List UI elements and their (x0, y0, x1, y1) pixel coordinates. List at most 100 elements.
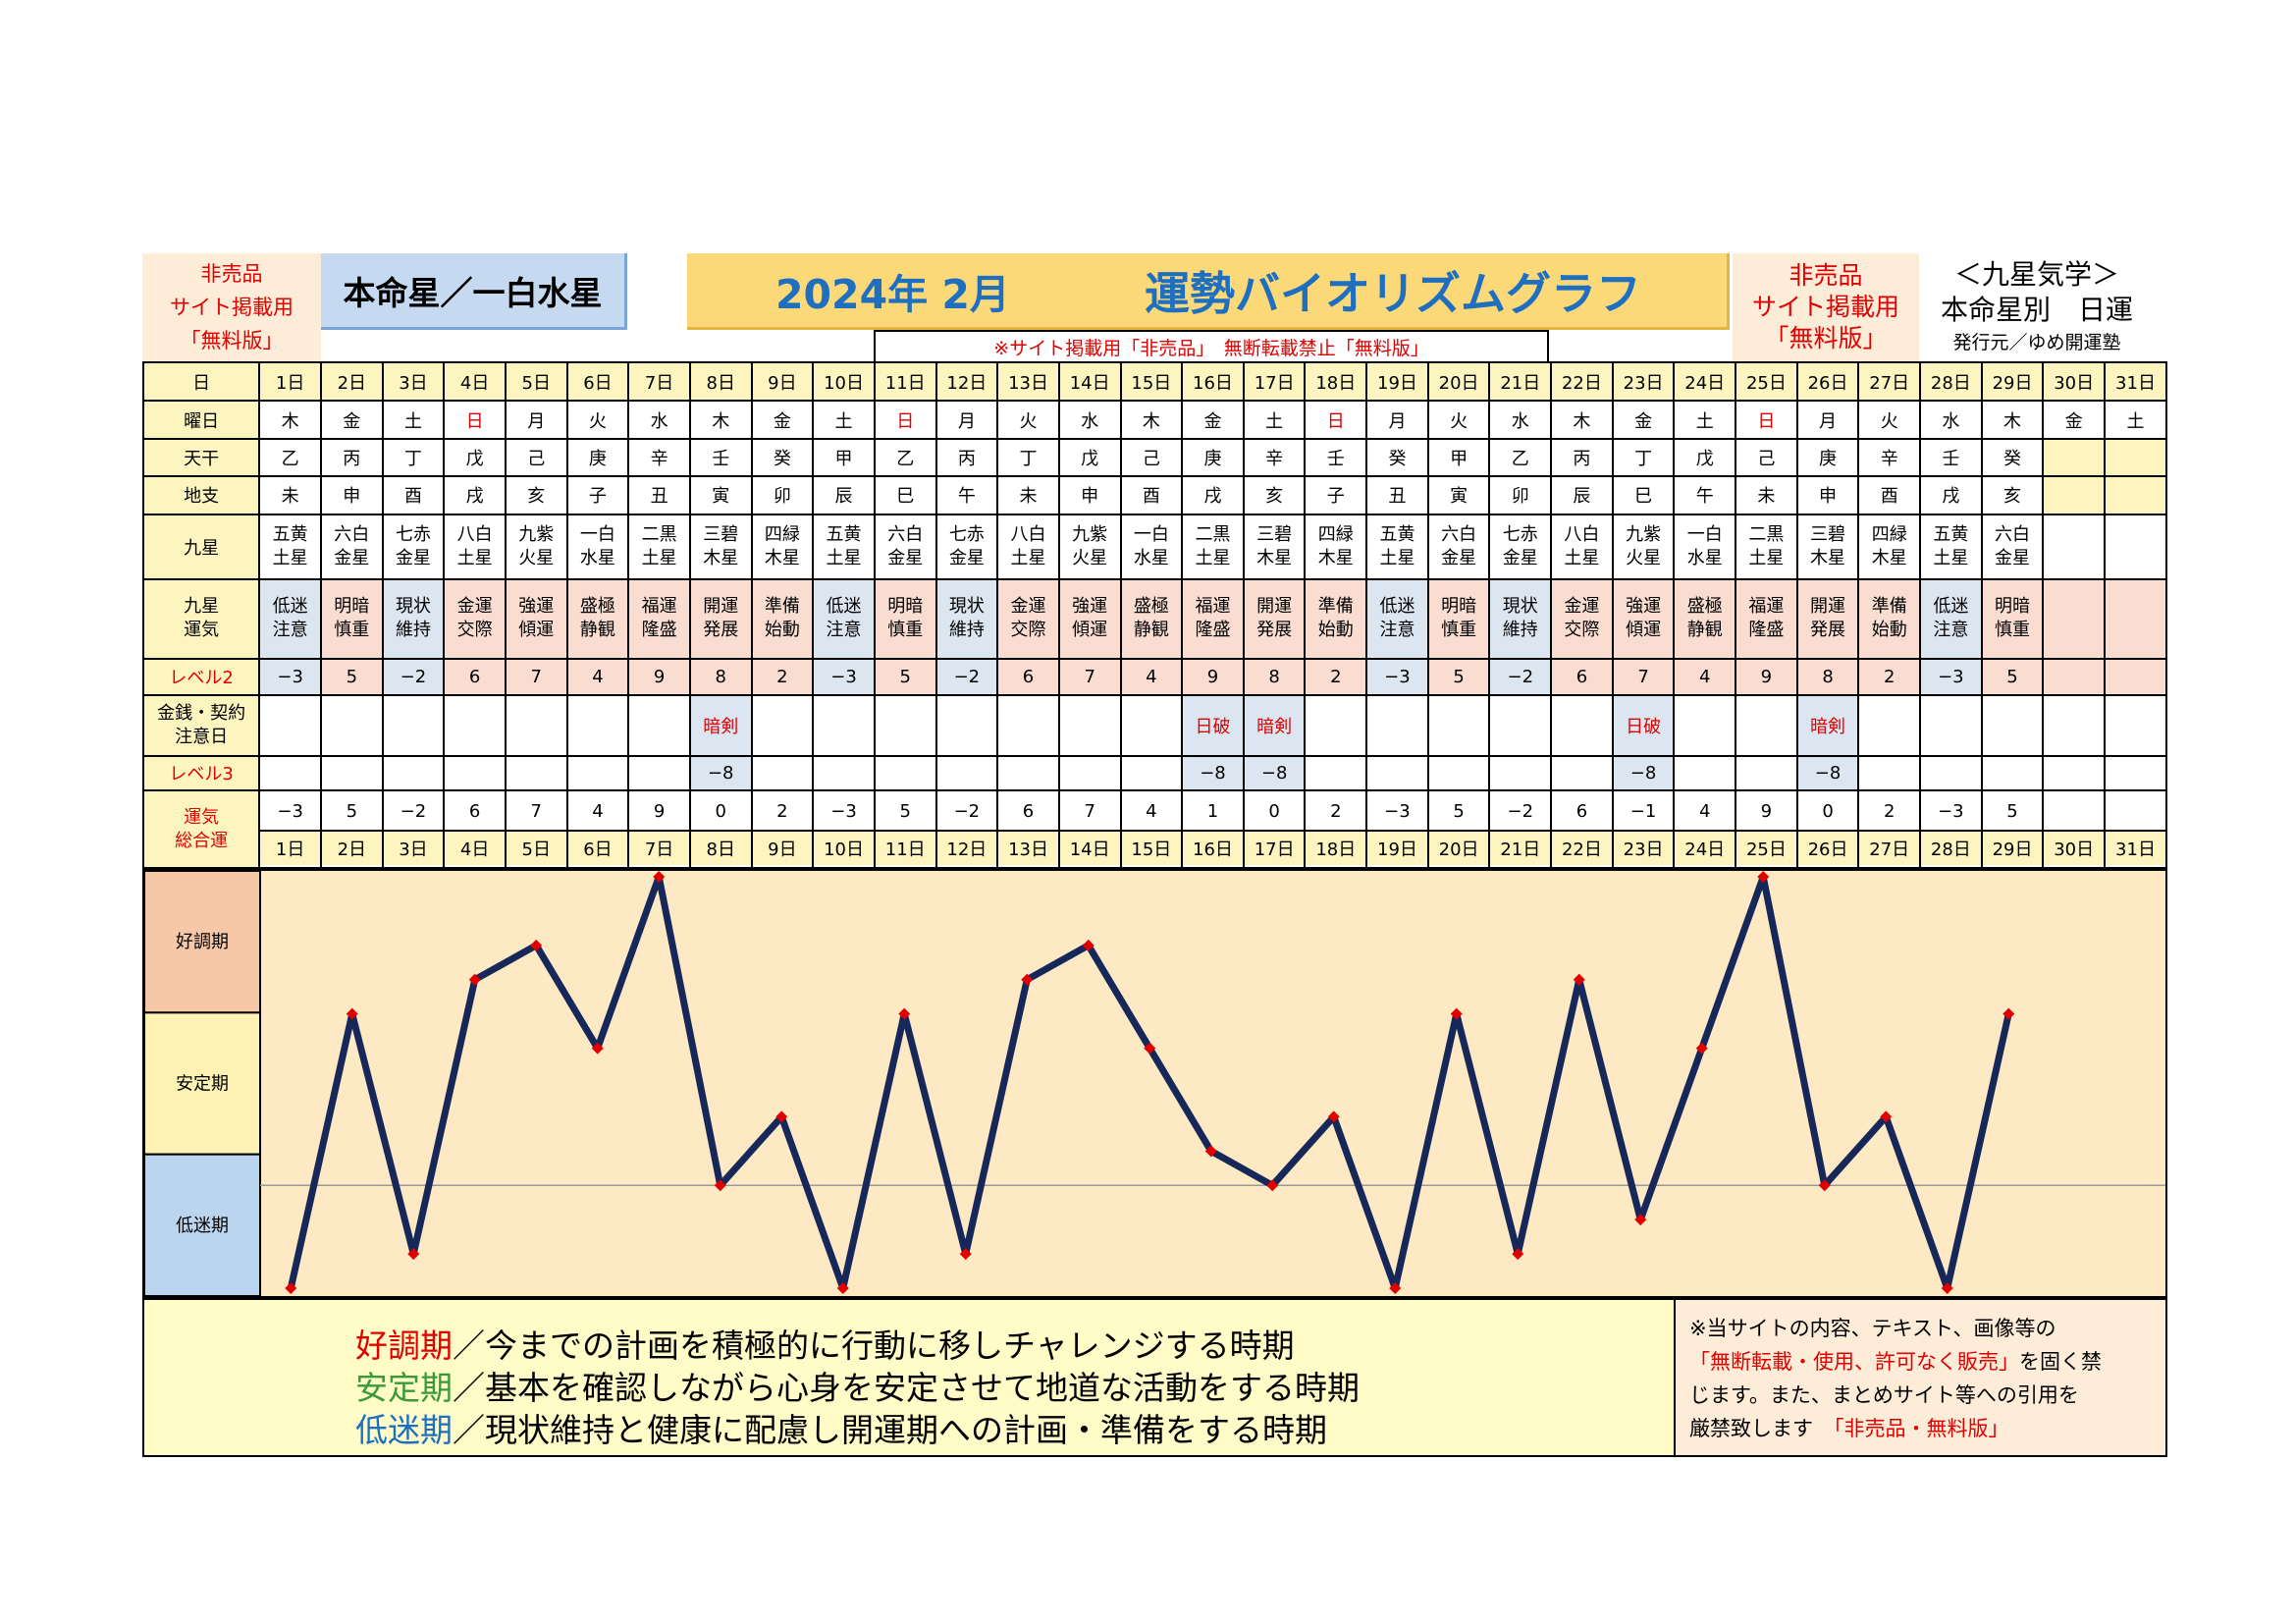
kyusei-cell-line-1: 八白 (456, 523, 493, 545)
chishi-cell: 戌 (443, 475, 507, 515)
level2-cell: 5 (319, 657, 384, 697)
data-point (1144, 1042, 1156, 1055)
day-header: 17日 (1242, 360, 1307, 403)
total-value (2107, 794, 2164, 830)
total-cell: 2 18日 (1304, 789, 1368, 869)
weekday-cell: 金 (2042, 400, 2106, 440)
unki-cell-line-2: 注意 (272, 620, 308, 641)
row-label-unki-line-2: 運気 (184, 620, 220, 641)
day-footer: 12日 (937, 829, 996, 865)
kyusei-cell: 六白 金星 (1426, 513, 1491, 580)
unki-cell-line-2: 維持 (1502, 620, 1538, 641)
money-cell (1119, 694, 1184, 757)
total-cell: 2 9日 (750, 789, 815, 869)
money-cell: 日破 (1611, 694, 1676, 757)
chishi-cell: 辰 (812, 475, 876, 515)
copyright-line-3: じます。また、まとめサイト等への引用を (1689, 1383, 2079, 1407)
day-header: 18日 (1304, 360, 1368, 403)
kyusei-cell: 八白 土星 (443, 513, 507, 580)
unki-cell-line-2: 傾運 (518, 620, 555, 641)
kyusei-subtitle: 本命星別 日運 (1940, 294, 2133, 326)
level3-cell (1426, 754, 1491, 792)
money-cell (504, 694, 568, 757)
unki-cell-line-1: 福運 (1748, 596, 1785, 618)
kyusei-cell: 四緑 木星 (1857, 513, 1922, 580)
kyusei-cell: 六白 金星 (873, 513, 937, 580)
weekday-cell: 日 (1304, 400, 1368, 440)
money-cell (996, 694, 1060, 757)
level3-cell (1488, 754, 1553, 792)
kyusei-cell-line-1: 八白 (1564, 523, 1600, 545)
kyusei-cell: 九紫 火星 (1057, 513, 1122, 580)
data-point (653, 871, 666, 883)
kyusei-cell-line-1: 九紫 (1626, 523, 1662, 545)
chishi-cell: 午 (934, 475, 999, 515)
kyusei-cell: 九紫 火星 (504, 513, 568, 580)
total-value: −1 (1629, 801, 1657, 822)
unki-cell-line-2: 始動 (1871, 620, 1907, 641)
total-cell: −3 10日 (812, 789, 876, 869)
total-cell: 2 27日 (1857, 789, 1922, 869)
level2-cell: −2 (1488, 657, 1553, 697)
kyusei-cell: 五黄 土星 (812, 513, 876, 580)
money-cell: 日破 (1181, 694, 1245, 757)
tenkan-cell: 庚 (1795, 437, 1860, 478)
day-footer: 29日 (1983, 829, 2042, 865)
kyusei-cell-line-1: 一白 (1133, 523, 1169, 545)
kyusei-cell-line-1: 六白 (334, 523, 370, 545)
total-value: −2 (400, 801, 427, 822)
chishi-cell: 卯 (750, 475, 815, 515)
day-header: 24日 (1673, 360, 1737, 403)
unki-cell: 明暗 慎重 (873, 577, 937, 660)
total-cell: 9 25日 (1735, 789, 1798, 869)
day-footer: 5日 (507, 829, 565, 865)
chishi-cell: 午 (1673, 475, 1737, 515)
weekday-cell: 水 (627, 400, 691, 440)
level3-cell (1919, 754, 1983, 792)
level3-cell (873, 754, 937, 792)
unki-cell-line-1: 準備 (764, 596, 800, 618)
tenkan-cell: 癸 (1980, 437, 2045, 478)
total-value: 5 (2006, 801, 2018, 822)
total-value: 2 (1883, 801, 1896, 822)
chishi-cell: 巳 (873, 475, 937, 515)
level3-cell (1365, 754, 1429, 792)
unki-cell-line-2: 始動 (1317, 620, 1354, 641)
kyusei-cell-line-1: 七赤 (395, 523, 431, 545)
unki-cell: 準備 始動 (1304, 577, 1368, 660)
row-label-level3: レベル3 (141, 754, 261, 792)
kyusei-cell-line-1: 二黒 (1195, 523, 1231, 545)
kyusei-cell-line-1: 六白 (887, 523, 924, 545)
level2-cell: −2 (381, 657, 446, 697)
tenkan-cell: 辛 (1857, 437, 1922, 478)
day-header: 6日 (565, 360, 630, 403)
level3-cell (1119, 754, 1184, 792)
total-value: 7 (1084, 801, 1095, 822)
unki-cell-line-2: 静観 (579, 620, 615, 641)
band-label-3: 低迷期 (176, 1216, 229, 1236)
unki-cell-line-2: 慎重 (1441, 620, 1477, 641)
page-title: 運勢バイオリズムグラフ (1145, 266, 1641, 320)
total-value: −2 (953, 801, 981, 822)
day-header: 21日 (1488, 360, 1553, 403)
row-label-money-line-2: 注意日 (175, 726, 229, 747)
total-value: 2 (776, 801, 788, 822)
kyusei-cell-line-1: 九紫 (518, 523, 555, 545)
weekday-cell: 火 (565, 400, 630, 440)
kyusei-cell: 三碧 木星 (1795, 513, 1860, 580)
total-value: −3 (1384, 801, 1411, 822)
level3-cell (1980, 754, 2045, 792)
money-cell (750, 694, 815, 757)
unki-cell: 開運 発展 (1795, 577, 1860, 660)
day-header: 9日 (750, 360, 815, 403)
unki-cell: 準備 始動 (1857, 577, 1922, 660)
day-footer: 9日 (753, 829, 812, 865)
unki-cell-line-1: 盛極 (579, 596, 615, 618)
unki-cell: 現状 維持 (381, 577, 446, 660)
band-label-1: 好調期 (176, 932, 229, 952)
publisher: 発行元／ゆめ開運塾 (1952, 332, 2121, 353)
money-cell (1365, 694, 1429, 757)
money-cell (319, 694, 384, 757)
data-point (1450, 1007, 1463, 1020)
